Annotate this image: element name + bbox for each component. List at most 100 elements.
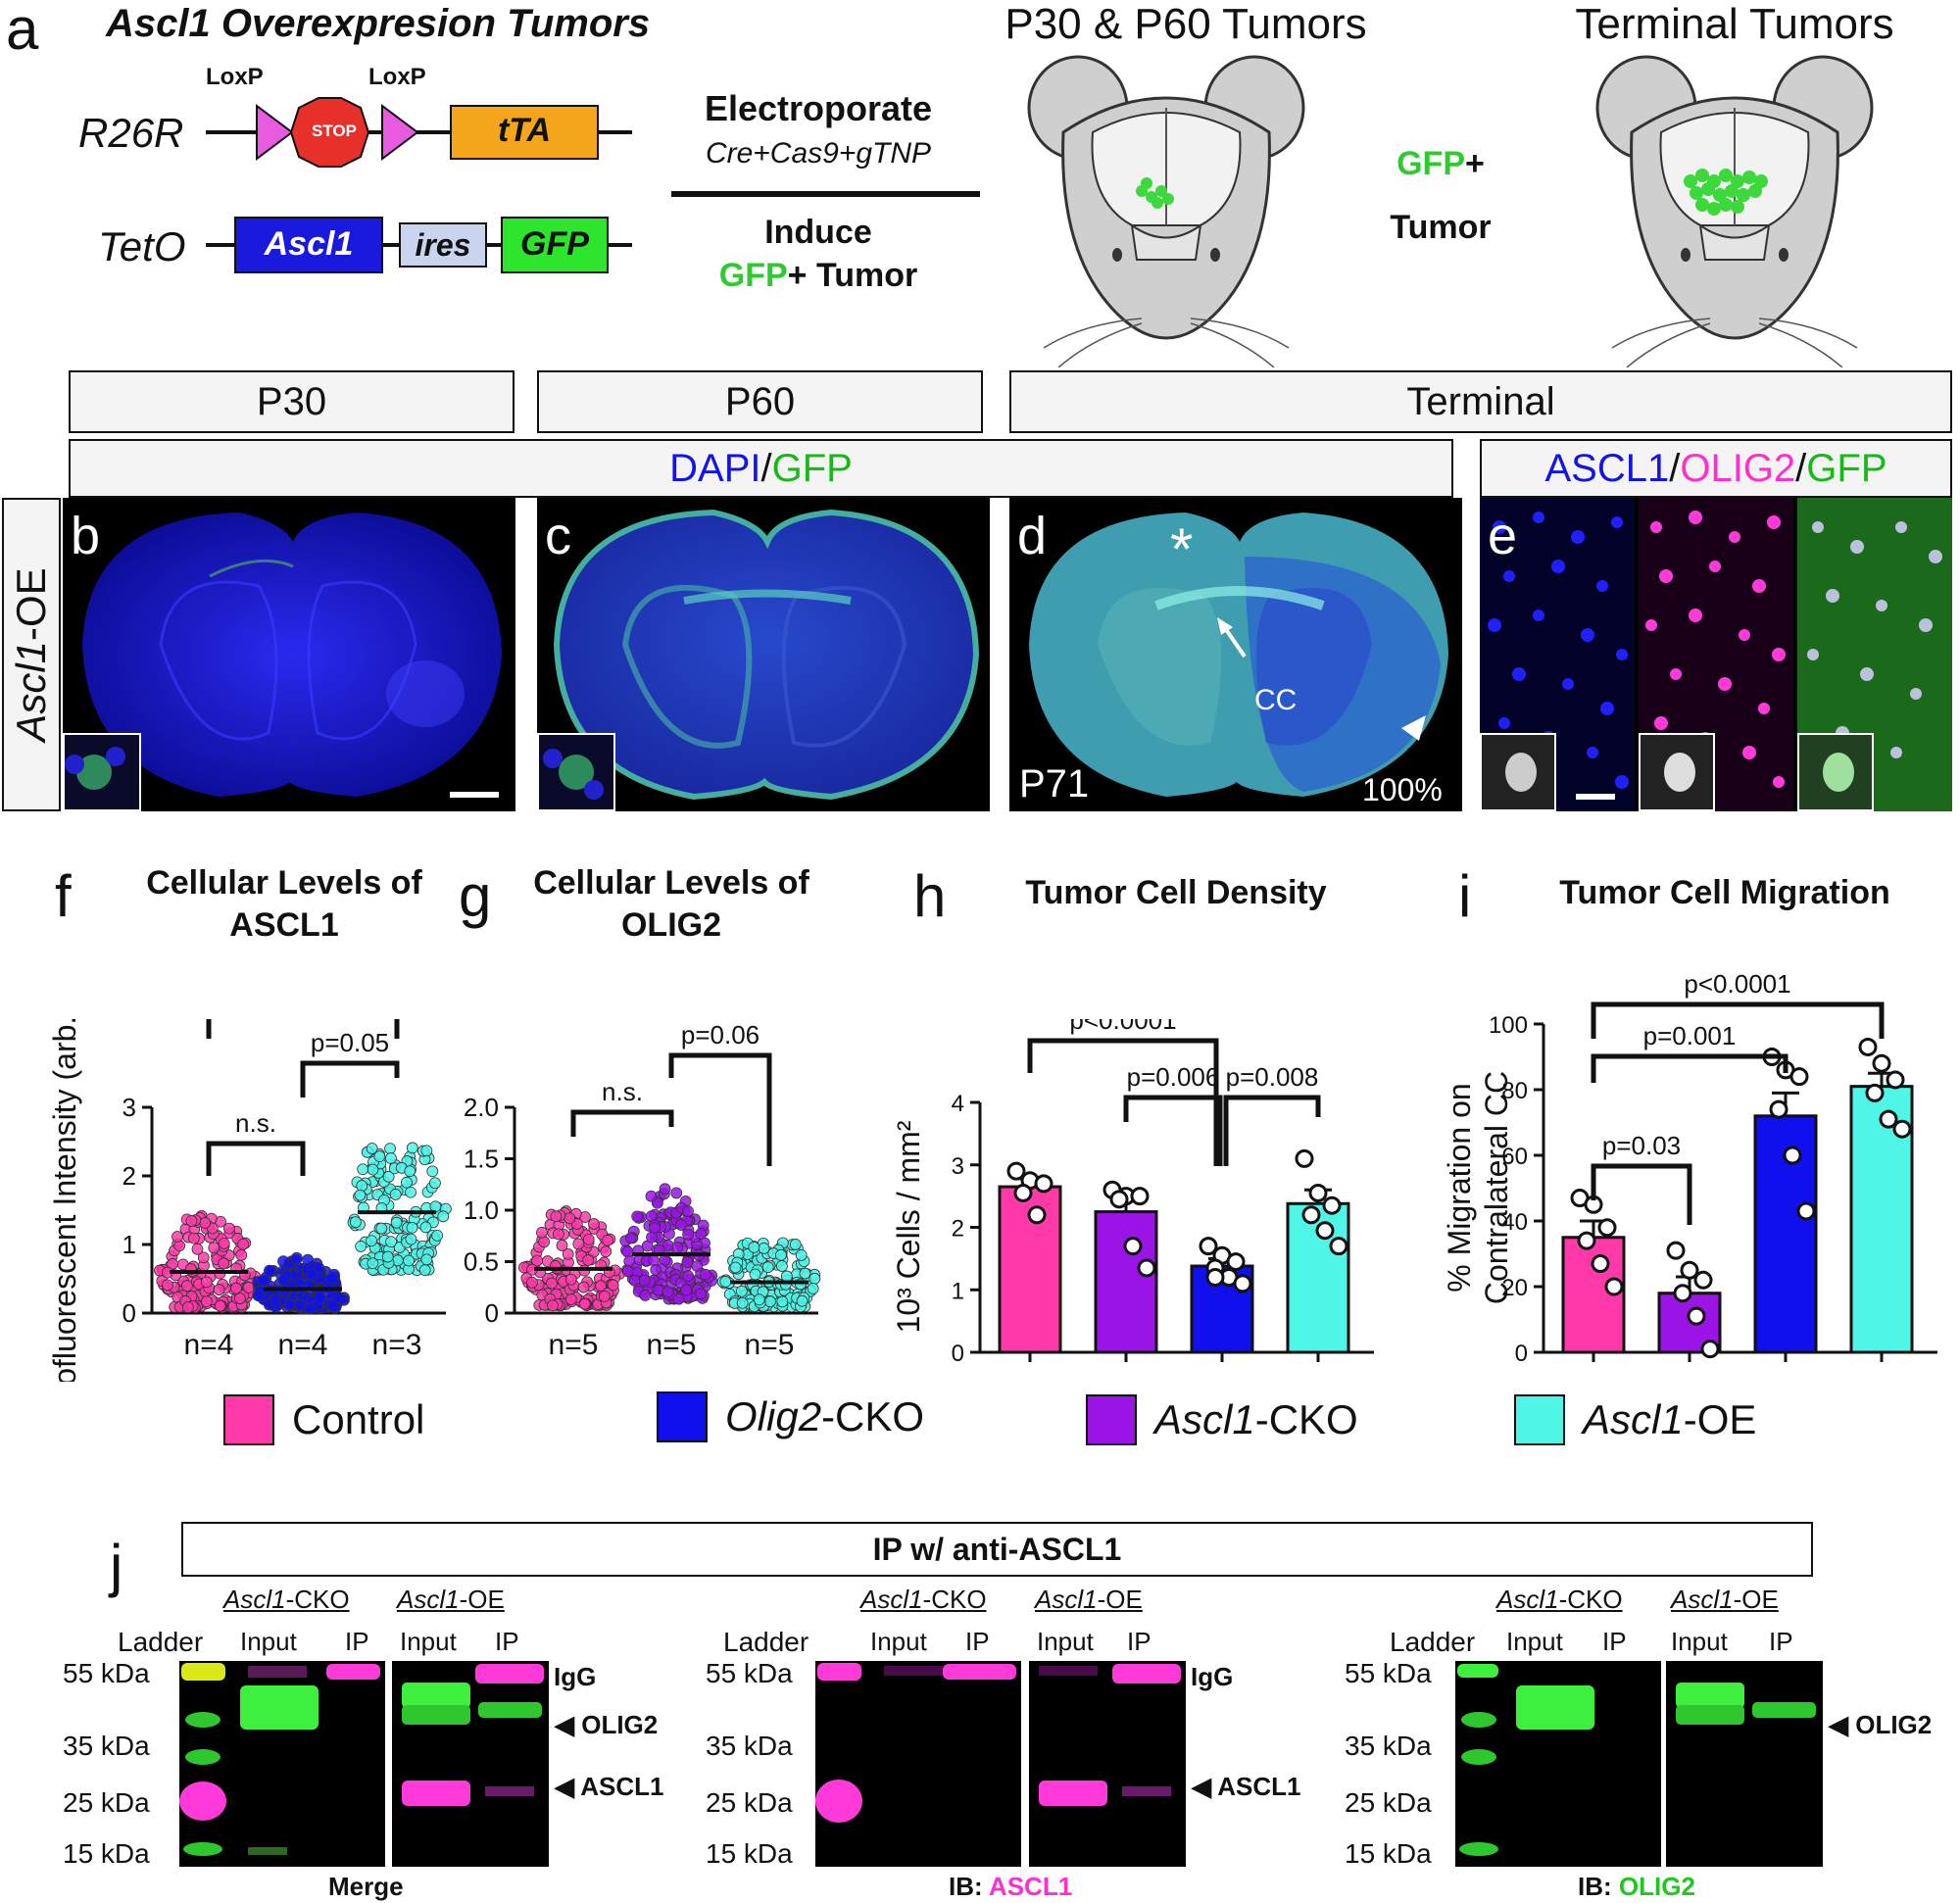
loxp-triangle-1 <box>256 104 294 161</box>
data-point <box>1591 1254 1610 1274</box>
y-axis-label-line-2: Contralateral CC <box>1479 1071 1514 1304</box>
data-point <box>214 1299 226 1312</box>
data-point <box>437 1210 450 1223</box>
data-point <box>680 1284 693 1296</box>
data-point <box>1130 1187 1150 1206</box>
data-point <box>426 1165 439 1178</box>
legend-ascl1-oe: Ascl1 -OE <box>1514 1394 1756 1445</box>
data-point <box>242 1282 255 1293</box>
y-tick-label: 80 <box>1501 1078 1528 1104</box>
data-point <box>406 1142 418 1154</box>
data-point <box>538 1236 551 1248</box>
header-stains: ASCL1/OLIG2/GFP <box>1480 439 1952 498</box>
x-tick-label: n=4 <box>184 1329 234 1361</box>
data-point <box>749 1268 761 1281</box>
data-point <box>257 1274 270 1287</box>
data-point <box>1006 1161 1026 1181</box>
arrow2-gfp-label: GFP+ <box>1396 145 1485 182</box>
data-point <box>253 1290 265 1302</box>
data-point <box>623 1255 636 1268</box>
bracket-f-1 <box>206 1141 306 1176</box>
data-point <box>1308 1183 1328 1202</box>
ib-olig2-label: IB: OLIG2 <box>1578 1872 1695 1901</box>
data-point <box>1769 1099 1788 1119</box>
cko-header-3: Ascl1-CKO <box>1496 1585 1623 1614</box>
arrow2-tumor-label: Tumor <box>1390 209 1492 246</box>
data-point <box>1109 1190 1129 1209</box>
data-point <box>218 1257 230 1270</box>
bracket-h-1-label: p<0.0001 <box>1069 1019 1176 1035</box>
data-point <box>385 1236 397 1248</box>
data-point <box>1315 1221 1335 1241</box>
data-point <box>429 1177 441 1190</box>
bracket-h-1 <box>1027 1038 1219 1166</box>
y-tick-label: 20 <box>1501 1275 1528 1301</box>
data-point <box>403 1254 415 1267</box>
panel-b-letter: b <box>71 507 101 565</box>
tumor-asterisk: * <box>1170 516 1194 582</box>
data-point <box>197 1251 210 1264</box>
blot-merge-cko <box>179 1661 385 1867</box>
y-tick-label: 1 <box>122 1230 136 1259</box>
data-point <box>631 1210 644 1223</box>
r26r-label: R26R <box>78 110 184 156</box>
data-point <box>366 1235 377 1247</box>
blot-olig2-oe-bands <box>1676 1683 1816 1725</box>
bracket-h-3-label: p=0.008 <box>1226 1062 1319 1092</box>
data-point <box>1789 1067 1809 1087</box>
data-point <box>302 1253 314 1266</box>
data-point <box>1700 1340 1720 1359</box>
ip-label-3a: IP <box>1602 1627 1627 1656</box>
bracket-i-3-label: p<0.0001 <box>1684 969 1790 999</box>
y-tick-label: 0 <box>122 1298 136 1328</box>
data-point <box>1604 1277 1624 1296</box>
y-tick-label: 0 <box>1515 1341 1528 1367</box>
inset-b-cell <box>65 747 125 790</box>
blot-merge-oe <box>392 1661 549 1867</box>
bracket-i-1-label: p=0.03 <box>1602 1131 1681 1160</box>
kda-15-1: 15 kDa <box>63 1838 150 1869</box>
ip-label-2b: IP <box>1127 1627 1152 1656</box>
data-point <box>780 1270 793 1283</box>
data-point <box>774 1248 787 1261</box>
data-point <box>182 1301 194 1314</box>
data-point <box>420 1253 433 1266</box>
kda-55-3: 55 kDa <box>1345 1658 1432 1688</box>
panel-g-letter: g <box>459 863 492 929</box>
input-label-1a: Input <box>240 1627 297 1656</box>
data-point <box>1295 1148 1314 1168</box>
blot-olig2-oe <box>1666 1661 1823 1867</box>
cre-label: Cre+Cas9+gTNP <box>705 137 932 170</box>
inset-e-olig2-cell <box>1664 753 1695 792</box>
data-point <box>375 1222 388 1235</box>
data-point <box>531 1254 543 1267</box>
data-point <box>172 1231 183 1243</box>
legend-olig2-cko: Olig2 -CKO <box>657 1391 924 1442</box>
legend-swatch-olig2-cko <box>657 1391 708 1442</box>
kda-35-1: 35 kDa <box>63 1731 150 1761</box>
data-point <box>761 1261 774 1274</box>
data-point <box>682 1228 695 1241</box>
stop-label: STOP <box>312 122 357 140</box>
data-point <box>188 1232 200 1244</box>
panel-c-letter: c <box>545 507 571 565</box>
panel-i-title: Tumor Cell Migration <box>1559 874 1890 911</box>
kda-15-3: 15 kDa <box>1345 1838 1432 1869</box>
micrograph-b: b <box>63 498 515 811</box>
panel-i-letter: i <box>1458 863 1472 929</box>
kda-55-2: 55 kDa <box>706 1658 793 1688</box>
data-point <box>621 1245 634 1258</box>
data-point <box>167 1257 179 1270</box>
data-point <box>277 1255 289 1268</box>
data-point <box>199 1217 212 1229</box>
data-point <box>552 1228 564 1241</box>
legend-swatch-ascl1-oe <box>1514 1394 1565 1445</box>
chart-g: 0 0.5 1.0 1.5 2.0 n=5 n=5 n=5 n.s. p=0.06 <box>464 1020 821 1361</box>
data-point <box>185 1215 198 1227</box>
brain-section-b <box>82 512 502 797</box>
bracket-f-3 <box>206 1019 400 1039</box>
data-point <box>1027 1205 1047 1225</box>
inset-b <box>63 733 141 811</box>
ires-label: ires <box>415 227 471 263</box>
data-point <box>405 1233 417 1245</box>
